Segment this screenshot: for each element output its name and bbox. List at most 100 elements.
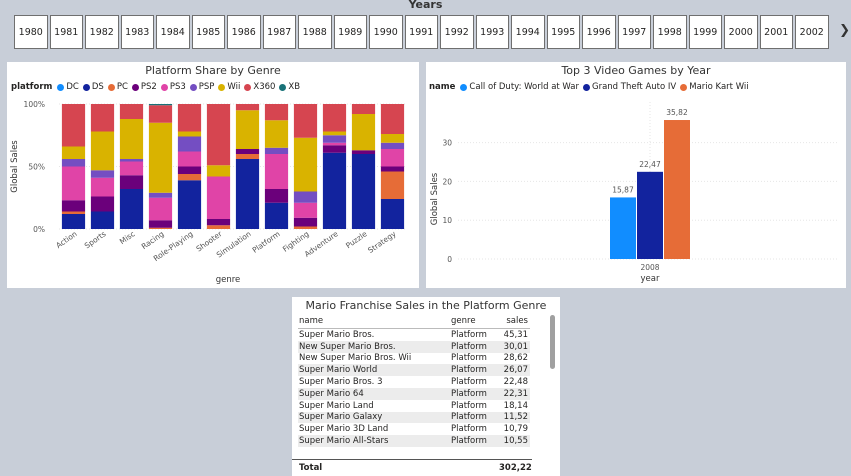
year-button[interactable]: 1990 — [369, 15, 403, 49]
cell-genre: Platform — [451, 412, 487, 423]
legend-item[interactable]: PS2 — [131, 82, 157, 92]
year-button[interactable]: 1989 — [333, 15, 367, 49]
table-row[interactable]: New Super Mario Bros. Platform 30,01 — [298, 340, 530, 353]
column-header-sales[interactable]: sales — [506, 315, 528, 326]
x-axis-title: year — [641, 274, 660, 284]
table-row[interactable]: Super Mario 64 Platform 22,31 — [298, 387, 530, 400]
cell-name: Super Mario Bros. — [299, 329, 375, 340]
bar-segment — [148, 105, 173, 123]
bar-segment — [119, 175, 144, 189]
legend-item[interactable]: PS3 — [160, 82, 186, 92]
legend-title: platform — [11, 82, 53, 92]
legend-item[interactable]: PSP — [189, 82, 214, 92]
table-row[interactable]: Super Mario Bros. Platform 45,31 — [298, 329, 530, 341]
bar — [610, 197, 636, 259]
year-button[interactable]: 1996 — [582, 15, 616, 49]
table-row[interactable]: Super Mario Galaxy Platform 11,52 — [298, 411, 530, 424]
legend-marker — [460, 83, 468, 91]
cell-sales: 11,52 — [503, 412, 528, 423]
cell-genre: Platform — [451, 388, 487, 399]
cell-name: New Super Mario Bros. — [299, 341, 396, 352]
bar-segment — [380, 199, 405, 229]
legend-item[interactable]: Call of Duty: World at War — [460, 82, 579, 92]
year-button[interactable]: 1995 — [546, 15, 580, 49]
slicer-next-icon[interactable]: ❯ — [839, 23, 850, 38]
year-button[interactable]: 1981 — [49, 15, 83, 49]
column-header-name[interactable]: name — [299, 315, 324, 326]
legend-marker — [279, 83, 287, 91]
platform-legend: platform DC DS PC PS2 PS3 PSP Wii X360 XB — [11, 82, 304, 92]
legend-item[interactable]: Mario Kart Wii — [680, 82, 749, 92]
games-legend: name Call of Duty: World at War Grand The… — [429, 82, 753, 92]
year-button[interactable]: 1987 — [262, 15, 296, 49]
legend-item[interactable]: DC — [57, 82, 79, 92]
cell-sales: 28,62 — [503, 353, 528, 364]
cell-sales: 10,79 — [503, 424, 528, 435]
legend-item[interactable]: Grand Theft Auto IV — [583, 82, 676, 92]
year-button[interactable]: 1998 — [653, 15, 687, 49]
table-row[interactable]: Super Mario 3D Land Platform 10,79 — [298, 423, 530, 435]
year-button[interactable]: 2001 — [759, 15, 793, 49]
x-axis-title: genre — [216, 275, 241, 285]
table-scrollbar[interactable] — [550, 315, 555, 369]
legend-item[interactable]: X360 — [244, 82, 275, 92]
year-button[interactable]: 1980 — [14, 15, 48, 49]
legend-marker — [189, 83, 197, 91]
platform-share-panel: Platform Share by Genre platform DC DS PC P… — [7, 62, 419, 288]
year-button[interactable]: 1985 — [191, 15, 225, 49]
cell-genre: Platform — [451, 329, 487, 340]
y-tick-label: 100% — [24, 100, 45, 109]
legend-item[interactable]: XB — [279, 82, 300, 92]
year-button[interactable]: 1999 — [688, 15, 722, 49]
legend-marker — [218, 83, 226, 91]
table-row[interactable]: Super Mario All-Stars Platform 10,55 — [298, 435, 530, 447]
year-button[interactable]: 1982 — [85, 15, 119, 49]
year-button[interactable]: 1997 — [617, 15, 651, 49]
bar-segment — [351, 104, 376, 114]
year-button[interactable]: 1988 — [298, 15, 332, 49]
table-row[interactable]: New Super Mario Bros. Wii Platform 28,62 — [298, 353, 530, 365]
table-row[interactable]: Super Mario World Platform 26,07 — [298, 364, 530, 377]
bar-segment — [380, 149, 405, 167]
year-button[interactable]: 2000 — [724, 15, 758, 49]
legend-label: Mario Kart Wii — [689, 82, 749, 92]
legend-item[interactable]: Wii — [218, 82, 240, 92]
table-row[interactable]: Super Mario Bros. 3 Platform 22,48 — [298, 376, 530, 388]
bar-segment — [90, 170, 115, 178]
bar-segment — [90, 104, 115, 132]
year-button[interactable]: 1983 — [120, 15, 154, 49]
bar-segment — [235, 104, 260, 111]
column-header-genre[interactable]: genre — [451, 315, 476, 326]
x-tick-label: Action — [54, 229, 79, 250]
year-button[interactable]: 1992 — [440, 15, 474, 49]
cell-name: Super Mario All-Stars — [299, 436, 389, 447]
bar-segment — [351, 150, 376, 154]
table-row[interactable]: Super Mario Land Platform 18,14 — [298, 400, 530, 412]
legend-item[interactable]: PC — [107, 82, 128, 92]
year-button[interactable]: 1986 — [227, 15, 261, 49]
legend-label: PS2 — [140, 82, 157, 92]
year-button[interactable]: 2002 — [795, 15, 829, 49]
legend-title: name — [429, 82, 456, 92]
bar-segment — [351, 114, 376, 151]
cell-sales: 45,31 — [503, 329, 528, 340]
data-label: 22,47 — [639, 160, 661, 169]
total-value: 302,22 — [499, 462, 532, 473]
cell-name: New Super Mario Bros. Wii — [299, 353, 412, 364]
bar — [637, 171, 663, 259]
bar-segment — [206, 219, 231, 226]
bar-segment — [380, 104, 405, 134]
cell-name: Super Mario Galaxy — [299, 412, 383, 423]
legend-label: XB — [288, 82, 301, 92]
bar-segment — [322, 142, 347, 146]
legend-label: PC — [116, 82, 128, 92]
year-button[interactable]: 1984 — [156, 15, 190, 49]
legend-item[interactable]: DS — [82, 82, 104, 92]
bar-segment — [148, 104, 173, 106]
legend-marker — [160, 83, 168, 91]
year-button[interactable]: 1991 — [404, 15, 438, 49]
year-button[interactable]: 1994 — [511, 15, 545, 49]
x-tick-label: 2008 — [640, 263, 659, 272]
bar-segment — [177, 151, 202, 167]
year-button[interactable]: 1993 — [475, 15, 509, 49]
